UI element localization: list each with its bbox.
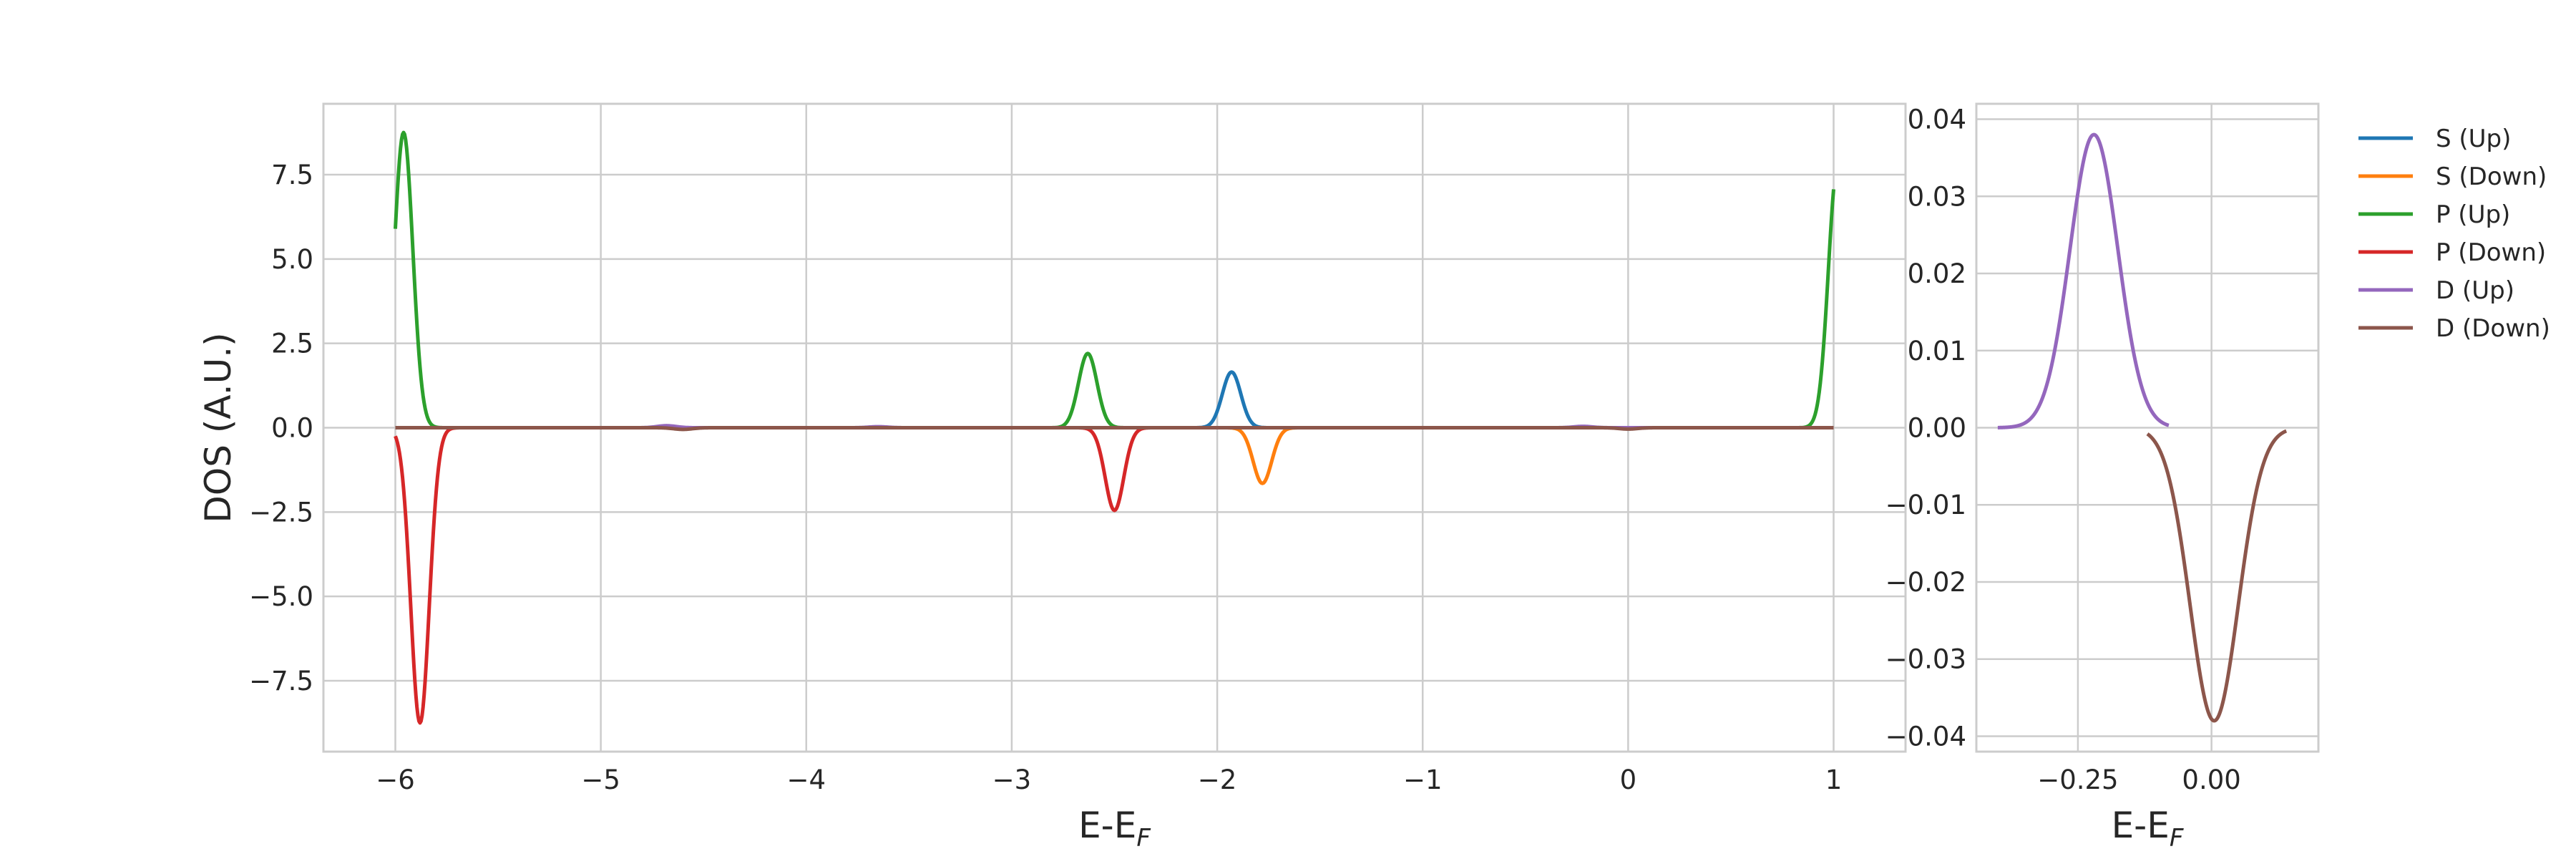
series-line-d-down [394, 426, 1835, 432]
x-axis-label-text: E-E [2112, 805, 2170, 846]
legend-label: S (Up) [2436, 125, 2511, 153]
x-tick-label: −3 [992, 765, 1032, 795]
x-axis-label-subscript: F [2170, 824, 2184, 853]
legend-label: P (Up) [2436, 200, 2510, 229]
legend: S (Up) S (Down) P (Up) P (Down) D (Up) D (Dow… [2358, 125, 2550, 343]
legend-entry: S (Up) [2358, 125, 2511, 153]
series-line-p-down [394, 426, 1835, 725]
legend-entry: S (Down) [2358, 162, 2547, 191]
y-tick-label: 0.0 [271, 413, 313, 444]
legend-label: D (Up) [2436, 276, 2514, 305]
legend-label: S (Down) [2436, 162, 2547, 191]
y-tick-label: −0.04 [1885, 721, 1966, 752]
y-tick-label: −0.01 [1885, 490, 1966, 520]
x-tick-label: −4 [787, 765, 826, 795]
x-tick-label: 0 [1620, 765, 1637, 795]
series-line-s-down [394, 426, 1835, 485]
y-tick-label: −2.5 [249, 497, 313, 528]
y-tick-label: 0.03 [1908, 181, 1966, 212]
x-tick-label: 0.00 [2182, 765, 2240, 795]
y-tick-label: −0.02 [1885, 567, 1966, 598]
x-tick-label: −0.25 [2037, 765, 2118, 795]
x-tick-label: −5 [581, 765, 620, 795]
y-tick-label: 5.0 [271, 244, 313, 275]
series-line-d-down [2145, 429, 2288, 723]
series-line-d-up [1996, 132, 2171, 430]
main-dos-panel: −6 −5 −4 −3 −2 −1 0 1 −7.5 −5.0 −2.5 0.0 2.5 5.0 7.5 E-… [197, 102, 1907, 853]
y-tick-label: −5.0 [249, 581, 313, 612]
y-tick-label: 2.5 [271, 329, 313, 359]
x-tick-label: −1 [1403, 765, 1443, 795]
y-tick-label: −7.5 [249, 666, 313, 697]
series-line-s-up [394, 370, 1835, 430]
legend-entry: D (Down) [2358, 314, 2550, 343]
x-tick-label: −6 [376, 765, 415, 795]
x-axis-label: E-EF [2112, 805, 2184, 853]
legend-label: D (Down) [2436, 314, 2550, 343]
y-tick-label: −0.03 [1885, 644, 1966, 675]
x-axis-label-subscript: F [1136, 824, 1151, 853]
inset-dos-panel: −0.25 0.00 −0.04 −0.03 −0.02 −0.01 0.00 0.01 0.0… [1885, 102, 2320, 853]
x-axis-label-text: E-E [1078, 805, 1136, 846]
y-axis-label: DOS (A.U.) [197, 332, 239, 523]
series-line-p-up [394, 130, 1835, 430]
x-tick-label: −2 [1198, 765, 1237, 795]
axes-frame [1975, 102, 2320, 753]
legend-entry: P (Up) [2358, 200, 2510, 229]
legend-label: P (Down) [2436, 238, 2546, 267]
x-axis-label: E-EF [1078, 805, 1151, 853]
y-tick-label: 0.00 [1908, 413, 1966, 444]
axes-frame [322, 102, 1907, 753]
y-tick-label: 0.01 [1908, 336, 1966, 367]
legend-entry: P (Down) [2358, 238, 2546, 267]
y-tick-label: 0.02 [1908, 258, 1966, 289]
x-tick-label: 1 [1825, 765, 1843, 795]
legend-entry: D (Up) [2358, 276, 2514, 305]
y-tick-label: 7.5 [271, 160, 313, 190]
y-tick-label: 0.04 [1908, 105, 1966, 135]
